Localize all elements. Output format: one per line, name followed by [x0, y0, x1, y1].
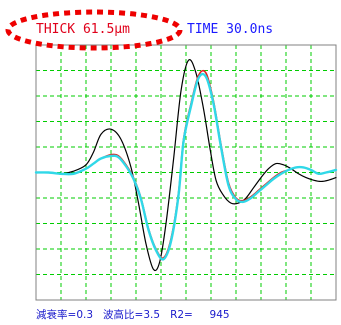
r2-label: R2=: [170, 309, 193, 321]
fit-statistics: 減衰率=0.3 波高比=3.5 R2= 945: [36, 309, 230, 321]
thickness-readout: THICK 61.5μm: [36, 23, 130, 37]
time-label: TIME: [187, 22, 219, 37]
attenuation-label: 減衰率=: [36, 309, 77, 321]
wave-height-ratio-label: 波高比=: [103, 309, 144, 321]
traces: [34, 59, 338, 272]
time-value: 30.0ns: [226, 22, 274, 37]
thickness-unit: μm: [114, 22, 130, 37]
wave-height-ratio-value: 3.5: [143, 309, 161, 321]
trace-fit-cyan: [34, 72, 338, 261]
thickness-label: THICK: [36, 22, 76, 37]
r2-value: 945: [209, 309, 230, 321]
attenuation-value: 0.3: [76, 309, 94, 321]
time-readout: TIME 30.0ns: [187, 23, 273, 37]
thickness-highlight-ellipse: [5, 9, 183, 51]
thickness-value: 61.5: [82, 22, 115, 37]
